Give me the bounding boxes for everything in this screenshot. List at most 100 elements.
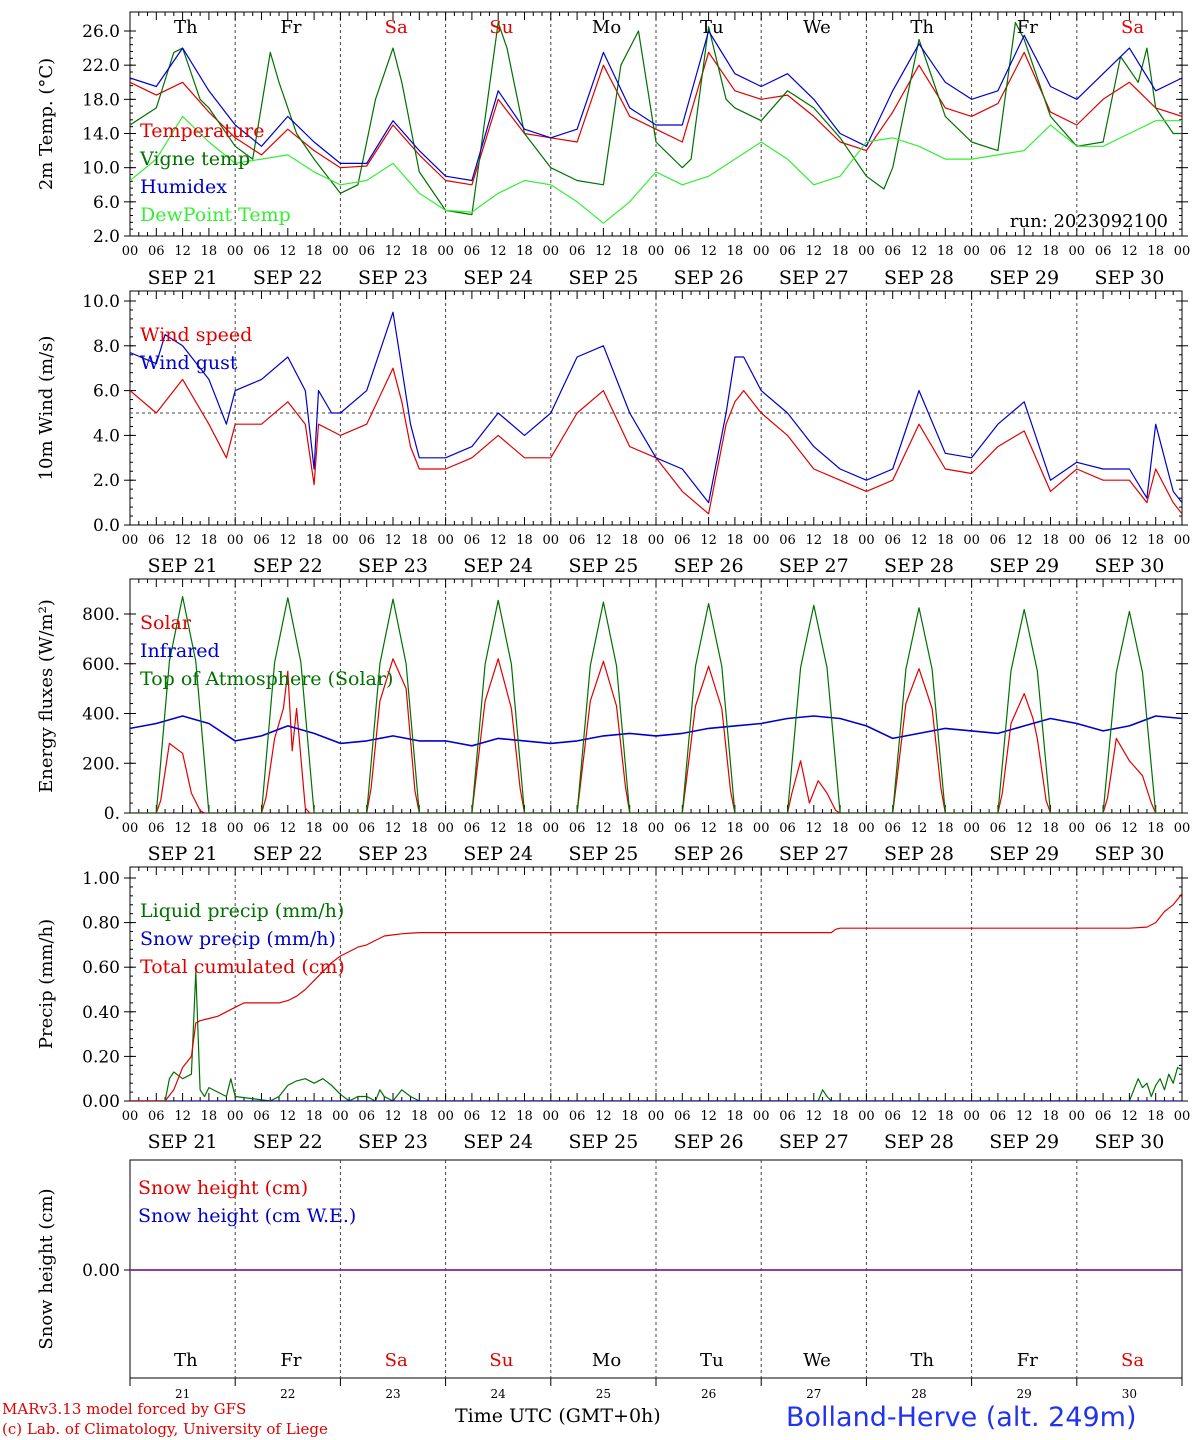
date-label: SEP 30 xyxy=(1094,843,1164,865)
hour-tick-label: 18 xyxy=(201,533,218,548)
day-number-label: 23 xyxy=(385,1387,400,1401)
series-vigne-temp xyxy=(130,21,1182,216)
day-number-label: 29 xyxy=(1017,1387,1032,1401)
hour-tick-label: 18 xyxy=(516,244,533,259)
y-axis-title: Snow height (cm) xyxy=(36,1188,57,1349)
hour-tick-label: 06 xyxy=(358,821,375,836)
hour-tick-label: 12 xyxy=(490,1109,507,1124)
hour-tick-label: 12 xyxy=(595,821,612,836)
date-label: SEP 28 xyxy=(884,1131,954,1153)
hour-tick-label: 12 xyxy=(700,821,717,836)
hour-tick-label: 12 xyxy=(700,244,717,259)
date-label: SEP 27 xyxy=(779,267,849,289)
series-wind-gust xyxy=(130,311,1182,504)
legend-entry: DewPoint Temp xyxy=(140,204,291,226)
date-label: SEP 29 xyxy=(989,267,1059,289)
date-label: SEP 28 xyxy=(884,555,954,577)
legend-entry: Infrared xyxy=(140,640,220,662)
day-name: Th xyxy=(174,1350,198,1371)
date-label: SEP 21 xyxy=(148,555,218,577)
hour-tick-label: 06 xyxy=(148,244,165,259)
hour-tick-label: 06 xyxy=(884,244,901,259)
date-label: SEP 30 xyxy=(1094,267,1164,289)
y-tick-label: 400. xyxy=(82,705,120,725)
day-name: Su xyxy=(489,17,513,38)
hour-tick-label: 00 xyxy=(332,533,349,548)
hour-tick-label: 06 xyxy=(358,1109,375,1124)
hour-tick-label: 00 xyxy=(963,821,980,836)
y-tick-label: 6.0 xyxy=(93,382,120,402)
hour-tick-label: 06 xyxy=(358,533,375,548)
hour-tick-label: 18 xyxy=(621,1109,638,1124)
hour-tick-label: 12 xyxy=(385,1109,402,1124)
day-name: Su xyxy=(489,1350,513,1371)
y-tick-label: 1.00 xyxy=(82,869,120,889)
hour-tick-label: 06 xyxy=(253,533,270,548)
day-name: Th xyxy=(910,1350,934,1371)
hour-tick-label: 12 xyxy=(280,1109,297,1124)
hour-tick-label: 18 xyxy=(516,1109,533,1124)
date-label: SEP 24 xyxy=(463,1131,533,1153)
hour-tick-label: 00 xyxy=(122,1109,139,1124)
hour-tick-label: 18 xyxy=(201,1109,218,1124)
hour-tick-label: 00 xyxy=(1069,244,1086,259)
hour-tick-label: 18 xyxy=(621,821,638,836)
hour-tick-label: 06 xyxy=(674,821,691,836)
hour-tick-label: 18 xyxy=(1147,1109,1164,1124)
day-name: Sa xyxy=(385,1350,408,1371)
y-tick-label: 8.0 xyxy=(93,337,120,357)
date-label: SEP 29 xyxy=(989,555,1059,577)
y-axis-title: Energy fluxes (W/m²) xyxy=(36,599,57,793)
hour-tick-label: 18 xyxy=(621,533,638,548)
series-humidex xyxy=(130,30,1182,182)
y-tick-label: 0.00 xyxy=(82,1261,120,1281)
hour-tick-label: 00 xyxy=(122,244,139,259)
hour-tick-label: 12 xyxy=(174,533,191,548)
hour-tick-label: 00 xyxy=(753,821,770,836)
hour-tick-label: 06 xyxy=(569,1109,586,1124)
hour-tick-label: 00 xyxy=(227,244,244,259)
hour-tick-label: 00 xyxy=(543,533,560,548)
hour-tick-label: 12 xyxy=(174,821,191,836)
hour-tick-label: 00 xyxy=(753,533,770,548)
hour-tick-label: 00 xyxy=(648,1109,665,1124)
legend-entry: Temperature xyxy=(140,120,264,142)
hour-tick-label: 00 xyxy=(963,533,980,548)
panel-4: 1.00 0.80 0.60 0.40 0.20 0.00 Precip (mm/h) Liq… xyxy=(36,866,1190,1153)
station-title: Bolland-Herve (alt. 249m) xyxy=(786,1402,1137,1433)
hour-tick-label: 18 xyxy=(516,533,533,548)
hour-tick-label: 06 xyxy=(1095,533,1112,548)
run-label: run: 2023092100 xyxy=(1010,211,1168,232)
hour-tick-label: 00 xyxy=(963,244,980,259)
y-axis-title: Precip (mm/h) xyxy=(36,919,57,1049)
hour-tick-label: 00 xyxy=(227,1109,244,1124)
hour-tick-label: 12 xyxy=(595,1109,612,1124)
series-solar xyxy=(130,658,1182,813)
hour-tick-label: 18 xyxy=(727,244,744,259)
hour-tick-label: 06 xyxy=(1095,821,1112,836)
hour-tick-label: 18 xyxy=(411,1109,428,1124)
hour-tick-label: 18 xyxy=(937,533,954,548)
day-number-label: 25 xyxy=(596,1387,611,1401)
day-name: Sa xyxy=(1121,17,1144,38)
hour-tick-label: 00 xyxy=(332,244,349,259)
y-tick-label: 0.00 xyxy=(82,1092,120,1112)
date-label: SEP 21 xyxy=(148,267,218,289)
hour-tick-label: 18 xyxy=(621,244,638,259)
hour-tick-label: 18 xyxy=(727,533,744,548)
hour-tick-label: 06 xyxy=(779,821,796,836)
hour-tick-label: 18 xyxy=(1042,1109,1059,1124)
panel-1: 26.0 22.0 18.0 14.0 10.0 6.0 2.0 2m Temp. (°C) T… xyxy=(36,11,1190,289)
date-label: SEP 23 xyxy=(358,1131,428,1153)
hour-tick-label: 00 xyxy=(332,1109,349,1124)
hour-tick-label: 06 xyxy=(990,1109,1007,1124)
hour-tick-label: 00 xyxy=(858,244,875,259)
hour-tick-label: 06 xyxy=(1095,1109,1112,1124)
series-liquid-precip-mm-h xyxy=(130,971,1182,1101)
hour-tick-label: 00 xyxy=(227,821,244,836)
date-label: SEP 30 xyxy=(1094,555,1164,577)
date-label: SEP 22 xyxy=(253,843,323,865)
date-label: SEP 25 xyxy=(568,267,638,289)
hour-tick-label: 12 xyxy=(385,821,402,836)
y-tick-label: 2.0 xyxy=(93,227,120,247)
